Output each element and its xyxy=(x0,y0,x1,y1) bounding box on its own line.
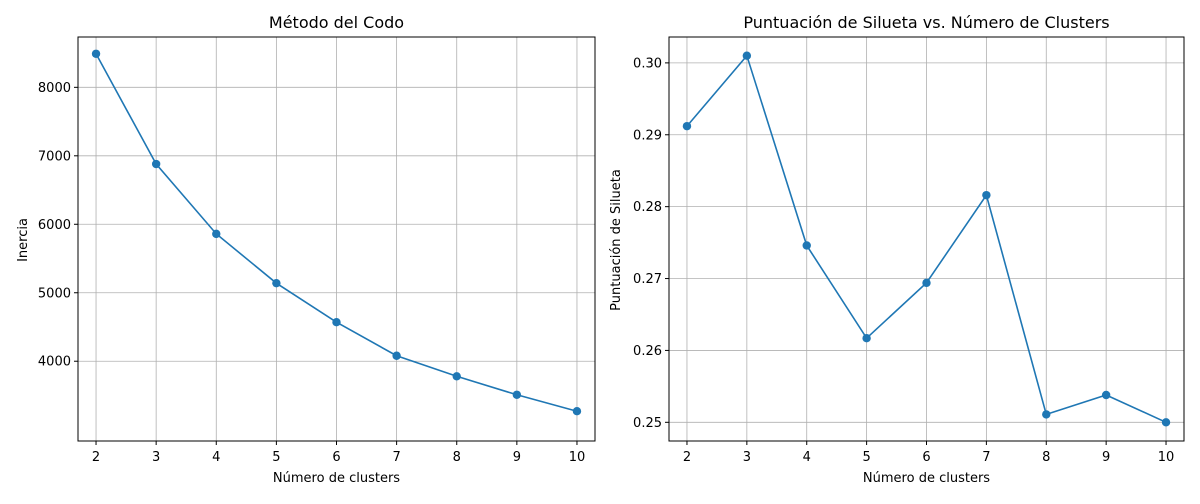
silhouette-chart: Puntuación de Silueta vs. Número de Clus… xyxy=(609,13,1185,486)
elbow-chart: Método del Codo Número de clusters Inerc… xyxy=(16,13,596,486)
data-point xyxy=(1101,390,1111,400)
data-point xyxy=(572,407,582,416)
data-point xyxy=(1042,410,1051,419)
x-tick-label: 7 xyxy=(392,450,400,465)
y-axis-title: Inercia xyxy=(16,218,31,262)
data-point xyxy=(272,278,281,288)
chart-title: Puntuación de Silueta vs. Número de Clus… xyxy=(743,13,1109,32)
x-tick-label: 9 xyxy=(1102,450,1110,465)
x-axis-title: Número de clusters xyxy=(863,471,990,486)
x-tick-label: 6 xyxy=(922,450,930,465)
chart-title: Método del Codo xyxy=(269,13,404,32)
data-point xyxy=(512,390,522,399)
data-point xyxy=(982,190,991,200)
x-tick-label: 9 xyxy=(513,450,521,465)
x-tick-label: 3 xyxy=(152,450,160,465)
data-point xyxy=(151,159,161,169)
y-tick-label: 0.26 xyxy=(633,344,662,359)
y-tick-label: 0.27 xyxy=(633,272,662,287)
data-point xyxy=(1161,418,1171,427)
y-tick-label: 0.29 xyxy=(633,128,662,143)
y-tick-label: 7000 xyxy=(38,149,71,164)
data-point xyxy=(392,351,401,360)
data-point xyxy=(862,334,871,343)
data-point xyxy=(682,121,692,131)
y-tick-label: 5000 xyxy=(38,286,71,301)
data-point xyxy=(212,229,221,239)
y-tick-label: 8000 xyxy=(38,81,71,96)
y-axis-title: Puntuación de Silueta xyxy=(609,169,624,311)
x-tick-label: 5 xyxy=(272,450,280,465)
data-point xyxy=(922,278,931,288)
x-tick-label: 8 xyxy=(453,450,461,465)
x-tick-label: 8 xyxy=(1042,450,1050,465)
x-tick-label: 7 xyxy=(982,450,990,465)
x-tick-label: 2 xyxy=(92,450,100,465)
data-point xyxy=(452,372,461,381)
grid xyxy=(669,37,1184,441)
x-tick-label: 3 xyxy=(743,450,751,465)
x-tick-label: 10 xyxy=(569,450,586,465)
x-tick-label: 4 xyxy=(212,450,220,465)
grid xyxy=(78,37,595,441)
y-tick-label: 6000 xyxy=(38,218,71,233)
x-tick-label: 2 xyxy=(683,450,691,465)
y-tick-label: 0.30 xyxy=(633,56,662,71)
x-tick-label: 5 xyxy=(862,450,870,465)
data-point xyxy=(332,317,341,327)
y-tick-label: 0.28 xyxy=(633,200,662,215)
data-point xyxy=(802,241,811,250)
x-axis-title: Número de clusters xyxy=(273,471,400,486)
y-tick-label: 4000 xyxy=(38,355,71,370)
data-point xyxy=(742,51,752,60)
x-tick-label: 4 xyxy=(803,450,811,465)
data-point xyxy=(91,49,101,58)
y-tick-label: 0.25 xyxy=(633,416,662,431)
x-tick-label: 10 xyxy=(1158,450,1175,465)
x-tick-label: 6 xyxy=(332,450,340,465)
